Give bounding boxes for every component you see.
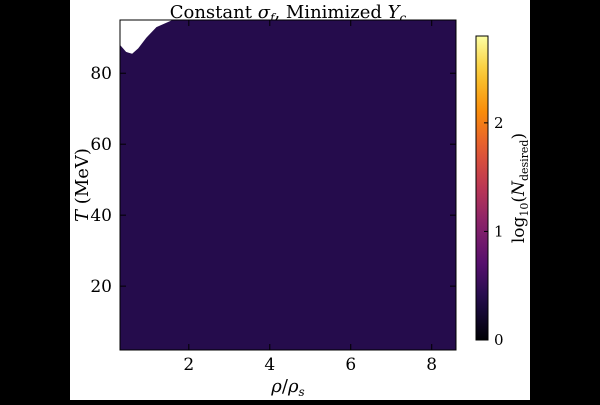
y-axis-label: T (MeV) xyxy=(72,148,93,222)
y-tick-label: 60 xyxy=(90,135,112,155)
y-axis-ticks: 20 40 60 80 xyxy=(90,64,456,297)
colorbar-tick-label: 0 xyxy=(494,331,504,349)
x-tick-label: 2 xyxy=(183,355,194,375)
colorbar-label: log10(Ndesired) xyxy=(509,133,530,243)
chart-title: Constant σf, Minimized Yc xyxy=(170,2,407,25)
x-tick-label: 6 xyxy=(345,355,356,375)
heatmap-field xyxy=(120,20,456,350)
x-axis-label: ρ/ρs xyxy=(270,376,304,399)
plot-frame xyxy=(119,19,457,351)
x-tick-label: 4 xyxy=(264,355,275,375)
y-tick-label: 20 xyxy=(90,277,112,297)
unfilled-region xyxy=(120,20,173,54)
colorbar xyxy=(475,35,489,341)
colorbar-ticks: 0 1 2 xyxy=(484,114,504,349)
x-axis-ticks: 2 4 6 8 xyxy=(183,20,437,375)
colorbar-tick-label: 1 xyxy=(494,222,504,240)
x-tick-label: 8 xyxy=(426,355,437,375)
y-tick-label: 40 xyxy=(90,206,112,226)
colorbar-tick-label: 2 xyxy=(494,114,504,132)
y-tick-label: 80 xyxy=(90,64,112,84)
